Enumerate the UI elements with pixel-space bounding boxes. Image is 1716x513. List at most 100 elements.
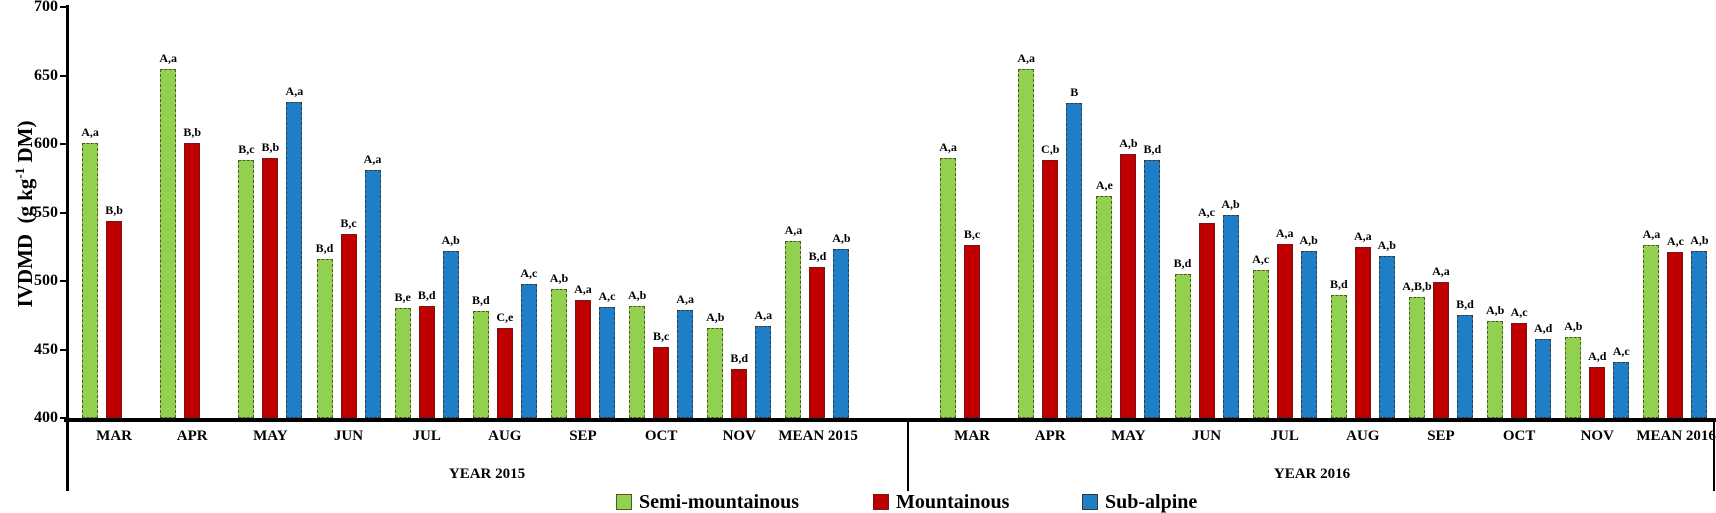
x-category-label-2016-jul: JUL xyxy=(1270,428,1299,444)
bar-2016-sep-semi-mountainous xyxy=(1408,297,1425,418)
y-tick-mark xyxy=(60,6,66,8)
bar-2015-apr-mountainous xyxy=(184,142,201,418)
bar-2016-jun-mountainous xyxy=(1198,223,1215,418)
bar-value-label-2015-may-sub-alpine: A,a xyxy=(285,83,304,98)
bar-value-label-2015-sep-sub-alpine: A,c xyxy=(598,289,616,304)
bar-value-label-2016-sep-mountainous: A,a xyxy=(1432,264,1450,279)
bar-2015-nov-sub-alpine xyxy=(755,326,772,418)
bar-value-label-2016-aug-sub-alpine: A,b xyxy=(1377,238,1396,253)
bar-2015-aug-mountainous xyxy=(496,327,513,418)
right-boundary-line xyxy=(1713,420,1715,491)
bar-value-label-2015-jun-semi-mountainous: B,d xyxy=(315,241,334,256)
bar-2016-may-mountainous xyxy=(1120,153,1137,418)
bar-2015-oct-mountainous xyxy=(653,346,670,418)
y-tick-label-550: 550 xyxy=(34,203,58,221)
bar-value-label-2015-oct-sub-alpine: A,a xyxy=(676,291,694,306)
bar-value-label-2015-oct-semi-mountainous: A,b xyxy=(627,287,647,302)
bar-2015-nov-mountainous xyxy=(731,368,748,418)
bar-2016-mean-2016-semi-mountainous xyxy=(1643,245,1660,418)
bar-2015-may-sub-alpine xyxy=(286,101,303,418)
bar-2015-sep-mountainous xyxy=(574,300,591,418)
x-category-label-2016-may: MAY xyxy=(1111,428,1146,444)
bar-2016-apr-mountainous xyxy=(1042,160,1059,418)
bar-2016-jul-sub-alpine xyxy=(1300,250,1317,418)
bar-value-label-2016-oct-semi-mountainous: A,b xyxy=(1485,302,1505,317)
y-tick-label-450: 450 xyxy=(34,340,58,358)
bar-2016-apr-sub-alpine xyxy=(1066,102,1083,418)
bar-value-label-2015-mar-semi-mountainous: A,a xyxy=(81,124,99,139)
bar-2016-nov-sub-alpine xyxy=(1613,361,1630,418)
bar-2015-jul-mountainous xyxy=(418,305,435,418)
legend-label-sub-alpine: Sub-alpine xyxy=(1105,491,1198,513)
bar-value-label-2015-jun-mountainous: B,c xyxy=(340,216,357,231)
bar-value-label-2015-sep-mountainous: A,a xyxy=(574,282,592,297)
x-category-label-2015-sep: SEP xyxy=(569,428,597,444)
year-group-label-2015: YEAR 2015 xyxy=(448,466,526,482)
bar-2016-apr-semi-mountainous xyxy=(1018,68,1035,418)
x-category-label-2015-may: MAY xyxy=(253,428,288,444)
bar-value-label-2015-aug-semi-mountainous: B,d xyxy=(471,293,490,308)
legend-swatch-mountainous xyxy=(873,494,889,510)
y-tick-label-650: 650 xyxy=(34,66,58,84)
bar-value-label-2016-nov-sub-alpine: A,c xyxy=(1612,343,1630,358)
bar-value-label-2015-apr-semi-mountainous: A,a xyxy=(159,50,178,65)
y-axis-title-superscript: -1 xyxy=(12,167,27,179)
bar-2015-nov-semi-mountainous xyxy=(707,327,724,418)
bar-value-label-2016-jun-sub-alpine: A,b xyxy=(1221,197,1240,212)
bar-2015-oct-sub-alpine xyxy=(677,309,694,418)
x-category-label-2015-mar: MAR xyxy=(96,428,132,444)
bar-2015-apr-semi-mountainous xyxy=(160,68,177,418)
bar-2015-jun-semi-mountainous xyxy=(316,259,333,418)
bar-value-label-2016-may-sub-alpine: B,d xyxy=(1143,142,1162,157)
y-tick-label-700: 700 xyxy=(34,0,58,15)
legend-item-sub-alpine: Sub-alpine xyxy=(1082,492,1197,512)
bar-value-label-2016-jun-semi-mountainous: B,d xyxy=(1173,256,1192,271)
bar-value-label-2016-nov-mountainous: A,d xyxy=(1588,349,1607,364)
y-tick-label-500: 500 xyxy=(34,272,58,289)
bar-value-label-2015-jun-sub-alpine: A,a xyxy=(363,152,382,167)
bar-value-label-2016-aug-semi-mountainous: B,d xyxy=(1329,276,1348,291)
x-category-label-2016-jun: JUN xyxy=(1191,428,1222,444)
bar-2015-aug-semi-mountainous xyxy=(472,311,489,418)
bar-2015-aug-sub-alpine xyxy=(520,283,537,418)
bar-2015-mar-semi-mountainous xyxy=(82,142,99,418)
bar-value-label-2016-apr-semi-mountainous: A,a xyxy=(1017,50,1036,65)
x-category-label-2016-mean-2016: MEAN 2016 xyxy=(1636,428,1716,444)
bar-2016-mean-2016-mountainous xyxy=(1667,252,1684,418)
bar-value-label-2016-may-semi-mountainous: A,e xyxy=(1095,178,1113,193)
bar-value-label-2016-mean-2016-sub-alpine: A,b xyxy=(1690,232,1709,247)
bar-value-label-2015-jul-mountainous: B,d xyxy=(417,287,436,302)
bar-2015-mar-mountainous xyxy=(106,220,123,418)
bar-value-label-2015-mean-2015-mountainous: B,d xyxy=(808,249,827,264)
bar-2015-sep-semi-mountainous xyxy=(550,289,567,418)
bar-2015-mean-2015-mountainous xyxy=(809,267,826,418)
x-category-label-2016-oct: OCT xyxy=(1502,428,1536,444)
x-category-label-2016-aug: AUG xyxy=(1346,428,1380,444)
bar-2015-jul-sub-alpine xyxy=(442,250,459,418)
bar-2016-sep-mountainous xyxy=(1432,282,1449,418)
bar-2016-mean-2016-sub-alpine xyxy=(1691,250,1708,418)
bar-2016-nov-semi-mountainous xyxy=(1565,337,1582,418)
bar-value-label-2015-aug-sub-alpine: A,c xyxy=(520,265,538,280)
bar-value-label-2016-oct-mountainous: A,c xyxy=(1510,305,1528,320)
bar-value-label-2015-nov-mountainous: B,d xyxy=(730,350,749,365)
bar-value-label-2015-mean-2015-sub-alpine: A,b xyxy=(832,231,851,246)
bar-value-label-2016-jun-mountainous: A,c xyxy=(1198,205,1216,220)
x-category-label-2016-nov: NOV xyxy=(1580,428,1614,444)
bar-value-label-2015-jul-sub-alpine: A,b xyxy=(441,232,460,247)
x-category-label-2015-jun: JUN xyxy=(333,428,364,444)
y-tick-mark xyxy=(60,417,66,419)
x-category-label-2015-nov: NOV xyxy=(722,428,756,444)
x-category-label-2015-apr: APR xyxy=(176,428,208,444)
x-category-label-2015-oct: OCT xyxy=(644,428,678,444)
bar-2016-oct-mountainous xyxy=(1511,323,1528,418)
year-group-label-2016: YEAR 2016 xyxy=(1273,466,1351,482)
bar-value-label-2016-sep-sub-alpine: B,d xyxy=(1456,297,1474,312)
bar-2015-jun-mountainous xyxy=(340,234,357,418)
bar-value-label-2016-apr-mountainous: C,b xyxy=(1041,142,1060,157)
bar-value-label-2016-may-mountainous: A,b xyxy=(1119,135,1138,150)
bar-2016-jul-mountainous xyxy=(1276,244,1293,418)
bar-value-label-2015-jul-semi-mountainous: B,e xyxy=(394,290,411,305)
bar-value-label-2016-mar-mountainous: B,c xyxy=(963,227,981,242)
bar-2016-may-semi-mountainous xyxy=(1096,196,1113,418)
